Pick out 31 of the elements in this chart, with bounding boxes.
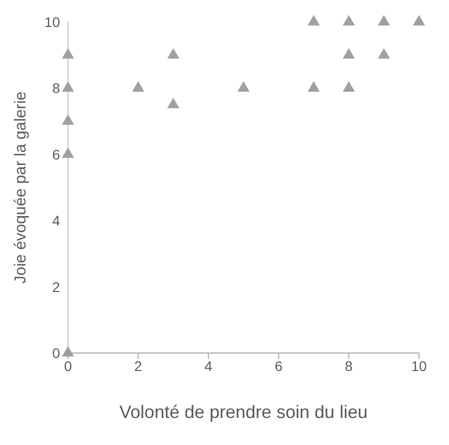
point (378, 48, 390, 59)
point (342, 48, 355, 59)
x-tick-label: 0 (64, 358, 72, 374)
point (62, 147, 74, 158)
x-tick-label: 6 (274, 358, 283, 374)
point (62, 81, 74, 92)
y-tick-label: 4 (52, 212, 60, 229)
point (342, 81, 355, 92)
point (62, 48, 74, 59)
y-tick-label: 8 (52, 80, 60, 96)
point (62, 346, 74, 357)
point (412, 14, 426, 26)
x-tick-label: 4 (204, 358, 212, 374)
point (308, 14, 320, 26)
x-tick-label: 2 (134, 358, 142, 374)
point (378, 14, 390, 26)
x-tick-label: 8 (344, 358, 353, 374)
point (167, 48, 180, 59)
y-tick-label: 10 (44, 14, 60, 30)
point (167, 98, 180, 108)
y-tick-label: 6 (52, 146, 60, 162)
y-tick-label: 2 (52, 278, 60, 295)
point (62, 114, 74, 125)
x-tick-label: 10 (411, 358, 427, 374)
x-axis-title: Volonté de prendre soin du lieu (119, 402, 368, 422)
point (308, 81, 320, 92)
y-axis-title: Joie évoquée par la galerie (12, 91, 30, 284)
y-tick-label: 0 (52, 344, 60, 361)
point (132, 81, 144, 92)
point (237, 81, 250, 92)
point (342, 14, 355, 26)
